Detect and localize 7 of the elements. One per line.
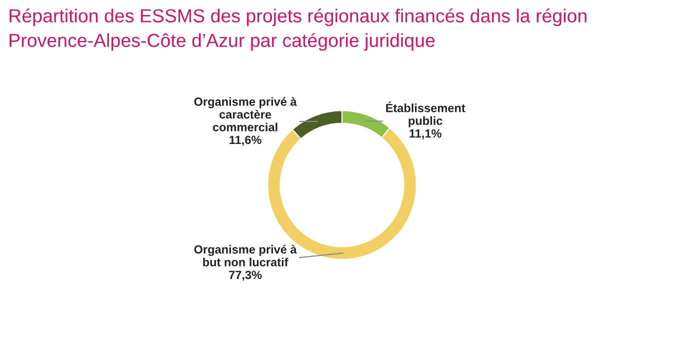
slice-label: Organisme privé à caractère commercial <box>194 97 297 132</box>
data-label: 11,6% <box>230 136 262 146</box>
chart-title: Répartition des ESSMS des projets régionaux financés dans la région Provence-Alpes-Côte d’Azur par catégorie juridique <box>10 8 586 51</box>
slice-label: Organisme privé à but non lucratif <box>194 244 297 266</box>
slice-label: Établissement public <box>386 102 466 128</box>
data-label: 11,1% <box>410 129 442 140</box>
data-label: 77,3% <box>229 270 262 281</box>
